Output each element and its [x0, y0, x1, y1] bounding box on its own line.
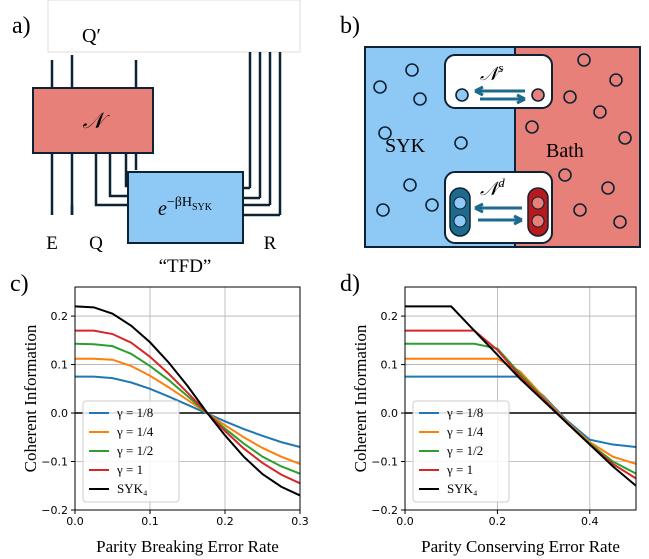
sup: s: [498, 60, 503, 75]
legend-label: γ = 1/4: [116, 424, 154, 439]
y-axis-label: Coherent Information: [21, 324, 40, 472]
y-tick-label: 0.2: [381, 310, 399, 323]
series-line: [75, 329, 301, 485]
frame: [47, 0, 301, 53]
legend-box: [412, 400, 510, 503]
legend-box: [82, 400, 180, 503]
y-tick-label: −0.1: [41, 456, 68, 469]
charts: c) 0.0 0.1 0.2 0.3 −0.2 −0.1 0.0 0.1 0.2 γ = 1/8 γ …: [10, 271, 637, 556]
y-tick-label: 0.0: [51, 407, 69, 420]
channel-label: 𝒩d: [480, 175, 505, 200]
channel-box: [444, 54, 553, 109]
fermion: [531, 88, 545, 102]
state-box: [127, 171, 244, 244]
x-tick-label: 0.3: [291, 515, 309, 528]
y-tick-label: −0.1: [371, 456, 398, 469]
sup: d: [498, 175, 505, 190]
legend-label: SYK₄: [447, 481, 478, 496]
series-line: [405, 305, 637, 487]
legend-label: γ = 1/8: [116, 405, 153, 420]
panel-label: b): [340, 13, 360, 39]
state-caption: “TFD”: [159, 256, 212, 277]
series-line: [405, 342, 637, 475]
symbol: 𝒩: [480, 179, 504, 200]
legend-label: γ = 1/4: [446, 424, 484, 439]
x-tick-label: 0.0: [396, 515, 414, 528]
series-line: [405, 357, 637, 465]
arrows: [474, 202, 523, 226]
wire-label: R: [264, 233, 277, 254]
x-tick-label: 0.2: [489, 515, 507, 528]
state-label: e−βHSYK: [158, 195, 213, 220]
symbol: 𝒩: [480, 64, 504, 85]
x-tick-label: 0.2: [216, 515, 234, 528]
wire-label: Q: [89, 233, 103, 254]
panel-label: c): [10, 271, 29, 297]
legend-label: SYK₄: [117, 481, 148, 496]
fermion: [455, 88, 469, 102]
panel-a: a) Q′ 𝒩 e−βHSYK E Q R “TFD”: [12, 0, 301, 277]
x-tick-label: 0.0: [66, 515, 84, 528]
x-tick-label: 0.1: [141, 515, 159, 528]
legend-label: γ = 1/8: [446, 405, 483, 420]
y-tick-label: 0.1: [381, 359, 399, 372]
pair: [449, 187, 471, 237]
channel-box: [32, 87, 154, 154]
series-line: [74, 305, 301, 497]
axes-frame: [404, 286, 637, 511]
y-tick-label: 0.1: [51, 359, 69, 372]
y-tick-label: −0.2: [41, 504, 68, 517]
top-label: Q′: [82, 25, 101, 47]
series-line: [75, 375, 301, 448]
bath-label: Bath: [546, 140, 584, 162]
series-line: [75, 357, 301, 465]
state-exponent: −βH: [167, 195, 192, 210]
state-subscript: SYK: [192, 202, 213, 213]
y-axis-label: Coherent Information: [351, 324, 370, 472]
legend-label: γ = 1/2: [116, 443, 153, 458]
y-tick-label: −0.2: [371, 504, 398, 517]
x-tick-label: 0.4: [581, 515, 599, 528]
x-axis-label: Parity Breaking Error Rate: [96, 537, 279, 556]
legend-label: γ = 1: [446, 462, 473, 477]
legend-label: γ = 1/2: [446, 443, 483, 458]
legend-label: γ = 1: [116, 462, 143, 477]
panel-label: d): [340, 271, 360, 297]
channel-label: 𝒩s: [480, 60, 504, 85]
y-tick-label: 0.2: [51, 310, 69, 323]
state-base: e: [158, 198, 167, 220]
particles: [373, 53, 632, 229]
wire-label: E: [46, 233, 58, 254]
y-tick-label: 0.0: [381, 407, 399, 420]
panel-b: b) SYK Bath 𝒩s 𝒩d: [340, 13, 641, 248]
wire: [70, 153, 280, 217]
panel-label: a): [12, 13, 31, 39]
pair: [527, 187, 549, 237]
series-line: [74, 342, 301, 475]
arrows: [474, 85, 526, 105]
syk-label: SYK: [385, 135, 426, 157]
x-axis-label: Parity Conserving Error Rate: [421, 537, 620, 556]
axes-frame: [74, 286, 301, 511]
